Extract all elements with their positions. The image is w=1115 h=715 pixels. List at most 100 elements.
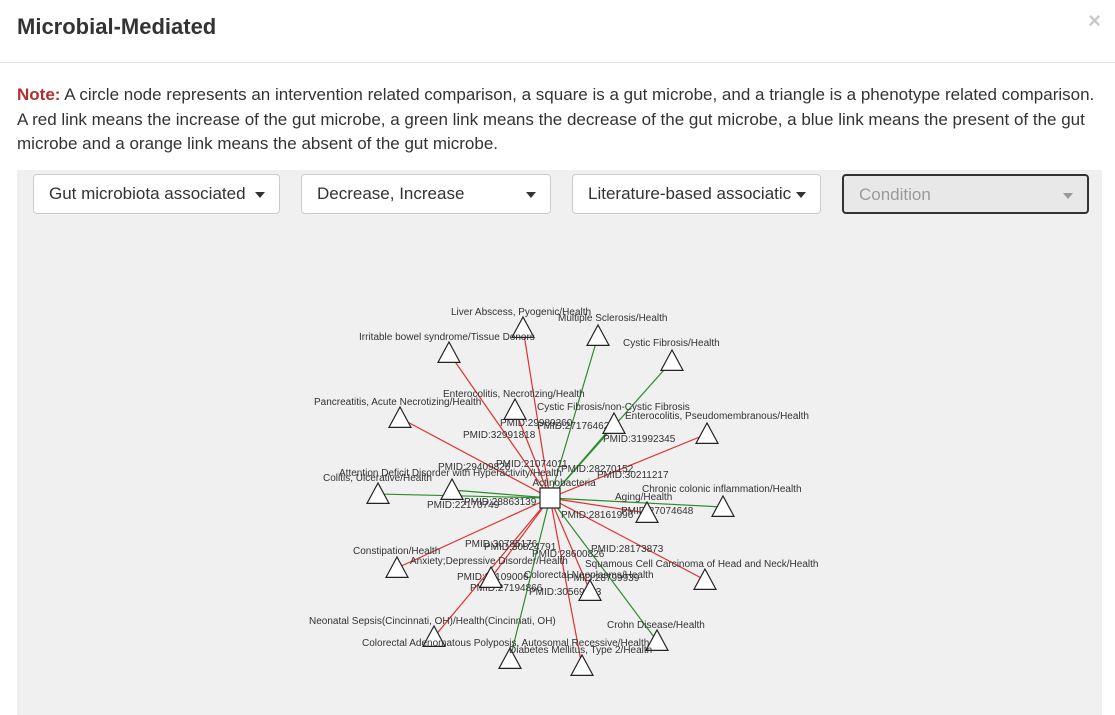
pmid-label: PMID:27176462: [537, 421, 610, 432]
note-text: A circle node represents an intervention…: [17, 85, 1095, 153]
pmid-label: PMID:27194866: [470, 583, 543, 594]
pmid-label: PMID:28600826: [532, 549, 605, 560]
phenotype-node-label: Enterocolitis, Necrotizing/Health: [443, 389, 585, 400]
phenotype-triangle-node[interactable]: [659, 348, 685, 371]
microbe-square-node[interactable]: [539, 487, 561, 509]
phenotype-triangle-node[interactable]: [384, 555, 410, 578]
modal-title: Microbial-Mediated: [17, 14, 217, 39]
phenotype-node-label: Diabetes Mellitus, Type 2/Health: [509, 645, 652, 656]
graph-edge-increase: [514, 409, 551, 499]
pmid-label: PMID:30569043: [529, 587, 602, 598]
phenotype-triangle-node[interactable]: [387, 405, 413, 428]
note-label: Note:: [17, 85, 61, 104]
pmid-label: PMID:31992345: [603, 434, 676, 445]
chevron-down-icon: [526, 192, 536, 198]
pmid-label: PMID:30211217: [597, 470, 669, 481]
phenotype-triangle-node[interactable]: [497, 646, 523, 669]
graph-edge-increase: [549, 433, 708, 499]
graph-edge-increase: [433, 497, 551, 638]
phenotype-triangle-node[interactable]: [634, 500, 660, 523]
phenotype-triangle-node[interactable]: [569, 653, 595, 676]
graph-edge-increase: [549, 497, 706, 581]
phenotype-triangle-node[interactable]: [710, 494, 736, 517]
pmid-label: PMID:29409826: [438, 462, 511, 473]
graph-edge-increase: [448, 352, 551, 499]
graph-nodes: [365, 315, 736, 676]
graph-edge-increase: [399, 417, 551, 499]
pmid-label: PMID:30785176: [465, 539, 538, 550]
legend-note: Note: A circle node represents an interv…: [17, 83, 1102, 157]
graph-edge-increase: [490, 497, 551, 579]
phenotype-triangle-node[interactable]: [601, 411, 627, 434]
condition-dropdown[interactable]: Condition: [842, 174, 1089, 214]
phenotype-triangle-node[interactable]: [644, 628, 670, 651]
pmid-label: PMID:27074648: [621, 506, 694, 517]
graph-edge-increase: [522, 327, 551, 499]
phenotype-triangle-node[interactable]: [577, 578, 603, 601]
graph-edge-decrease: [549, 497, 724, 508]
modal-header: Microbial-Mediated ×: [0, 0, 1115, 63]
phenotype-triangle-node[interactable]: [478, 565, 504, 588]
phenotype-node-label: Anxiety;Depressive Disorder/Health: [410, 556, 568, 567]
phenotype-node-label: Aging/Health: [615, 492, 672, 503]
pmid-label: PMID:28270152: [561, 464, 634, 475]
phenotype-triangle-node[interactable]: [502, 397, 528, 420]
phenotype-node-label: Attention Deficit Disorder with Hyperact…: [339, 468, 562, 479]
condition-placeholder: Condition: [859, 185, 931, 204]
evidence-dropdown[interactable]: Literature-based associatic: [572, 174, 821, 214]
phenotype-triangle-node[interactable]: [692, 567, 718, 590]
pmid-label: PMID:21074011: [496, 459, 568, 470]
phenotype-triangle-node[interactable]: [421, 624, 447, 647]
graph-edge-decrease: [509, 497, 551, 660]
graph-edge-increase: [549, 497, 648, 514]
phenotype-node-label: Multiple Sclerosis/Health: [558, 313, 668, 324]
phenotype-node-label: Cystic Fibrosis/Health: [623, 338, 720, 349]
phenotype-node-label: Colorectal Neoplasms/Health: [524, 570, 654, 581]
phenotype-triangle-node[interactable]: [510, 315, 536, 338]
graph-edge-increase: [549, 497, 591, 592]
phenotype-node-label: Constipation/Health: [353, 546, 440, 557]
chevron-down-icon: [1063, 193, 1073, 199]
phenotype-node-label: Colorectal Adenomatous Polyposis, Autoso…: [362, 638, 649, 649]
pmid-label: PMID:28173873: [591, 544, 664, 555]
graph-edge-decrease: [549, 497, 658, 642]
phenotype-node-label: Pancreatitis, Acute Necrotizing/Health: [314, 397, 481, 408]
phenotype-node-label: Enterocolitis, Pseudomembranous/Health: [625, 411, 809, 422]
phenotype-triangle-node[interactable]: [365, 481, 391, 504]
pmid-label: PMID:28863139: [464, 497, 537, 508]
phenotype-node-label: Cystic Fibrosis/non-Cystic Fibrosis: [537, 402, 690, 413]
network-panel: Gut microbiota associated Decrease, Incr…: [17, 170, 1102, 715]
phenotype-node-label: Crohn Disease/Health: [607, 620, 705, 631]
association-type-value: Gut microbiota associated: [49, 184, 246, 203]
chevron-down-icon: [255, 192, 265, 198]
graph-edge-increase: [549, 497, 583, 667]
direction-dropdown[interactable]: Decrease, Increase: [301, 174, 551, 214]
pmid-label: PMID:29989260: [500, 418, 573, 429]
graph-edge-decrease: [549, 335, 599, 499]
microbe-node-label: Actinobacteria: [532, 478, 596, 489]
phenotype-triangle-node[interactable]: [585, 323, 611, 346]
phenotype-triangle-node[interactable]: [439, 477, 465, 500]
phenotype-node-label: Neonatal Sepsis(Cincinnati, OH)/Health(C…: [309, 616, 556, 627]
evidence-value: Literature-based associatic: [588, 184, 792, 203]
pmid-label: PMID:30824791: [484, 542, 557, 553]
graph-edge-decrease: [451, 489, 551, 499]
graph-edge-increase: [396, 497, 551, 569]
phenotype-node-label: Chronic colonic inflammation/Health: [642, 484, 802, 495]
association-type-dropdown[interactable]: Gut microbiota associated: [33, 174, 280, 214]
pmid-label: PMID:28161996: [561, 510, 634, 521]
phenotype-triangle-node[interactable]: [436, 340, 462, 363]
phenotype-node-label: Liver Abscess, Pyogenic/Health: [451, 307, 591, 318]
chevron-down-icon: [796, 192, 806, 198]
close-button[interactable]: ×: [1088, 8, 1101, 33]
pmid-label: PMID:22170749: [427, 500, 500, 511]
phenotype-node-label: Irritable bowel syndrome/Tissue Donors: [359, 332, 535, 343]
pmid-label: PMID:32991818: [463, 430, 536, 441]
graph-edge-decrease: [549, 423, 615, 499]
graph-edge-decrease: [377, 493, 551, 499]
pmid-label: PMID:28799939: [567, 573, 640, 584]
phenotype-triangle-node[interactable]: [694, 421, 720, 444]
